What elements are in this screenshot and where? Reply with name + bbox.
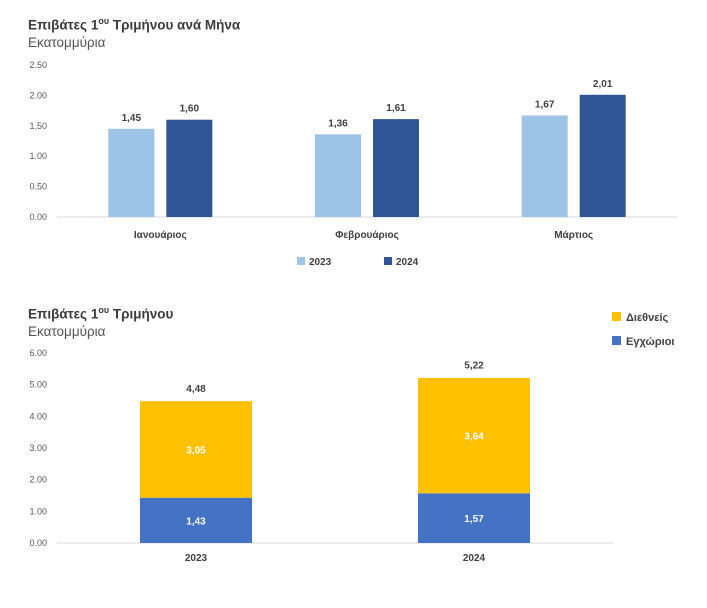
y-tick-label: 5.00 xyxy=(29,380,47,390)
legend-swatch-Διεθνείς xyxy=(612,312,621,321)
total-label: 5,22 xyxy=(464,361,484,372)
legend-label: Εγχώριοι xyxy=(626,336,675,348)
x-tick-label: 2024 xyxy=(463,553,486,564)
data-label: 1,36 xyxy=(328,118,348,129)
segment-label: 3,64 xyxy=(464,432,484,443)
y-tick-label: 1.50 xyxy=(29,121,47,131)
legend-label: Διεθνείς xyxy=(626,312,669,324)
legend-swatch-2024 xyxy=(384,257,392,265)
bar-2024-Μάρτιος xyxy=(579,94,626,217)
y-tick-label: 0.50 xyxy=(29,182,47,192)
x-tick-label: Φεβρουάριος xyxy=(335,230,399,241)
monthly-passengers-chart: 0.00 0.50 1.00 1.50 2.00 2.50 1,45 1,60 Ιανουάρι… xyxy=(29,60,677,268)
y-tick-label: 2.00 xyxy=(29,90,47,100)
bar-2023-Μάρτιος xyxy=(521,115,568,217)
chart1-title: Επιβάτες 1ου Τριμήνου ανά Μήνα xyxy=(28,16,241,33)
stack-Διεθνείς-2024 xyxy=(418,378,530,494)
y-tick-label: 2.00 xyxy=(29,475,47,485)
total-label: 4,48 xyxy=(186,384,206,395)
data-label: 1,67 xyxy=(535,99,555,110)
y-tick-label: 0.00 xyxy=(29,212,47,222)
legend-label: 2023 xyxy=(309,257,332,268)
segment-label: 3,05 xyxy=(186,445,206,456)
stack-Εγχώριοι-2024 xyxy=(418,493,530,543)
bar-2023-Ιανουάριος xyxy=(108,128,155,217)
bar-2024-Φεβρουάριος xyxy=(373,119,419,217)
y-tick-label: 4.00 xyxy=(29,411,47,421)
chart2-title: Επιβάτες 1ου Τριμήνου xyxy=(28,305,174,322)
y-tick-label: 2.50 xyxy=(29,60,47,70)
x-tick-label: Ιανουάριος xyxy=(134,230,187,241)
y-tick-label: 6.00 xyxy=(29,348,47,358)
y-tick-label: 1.00 xyxy=(29,151,47,161)
stack-Διεθνείς-2023 xyxy=(140,401,252,498)
x-tick-label: Μάρτιος xyxy=(554,230,593,241)
data-label: 1,61 xyxy=(386,103,406,114)
chart2-subtitle: Εκατομμύρια xyxy=(28,324,106,339)
legend-swatch-2023 xyxy=(297,257,305,265)
y-tick-label: 1.00 xyxy=(29,506,47,516)
data-label: 1,45 xyxy=(122,113,142,124)
bar-2023-Φεβρουάριος xyxy=(315,134,361,217)
segment-label: 1,57 xyxy=(464,514,484,525)
y-tick-label: 3.00 xyxy=(29,443,47,453)
segment-label: 1,43 xyxy=(186,516,206,527)
bar-2024-Ιανουάριος xyxy=(166,119,213,217)
data-label: 2,01 xyxy=(593,79,613,90)
y-tick-label: 0.00 xyxy=(29,538,47,548)
x-tick-label: 2023 xyxy=(185,553,208,564)
chart1-subtitle: Εκατομμύρια xyxy=(28,35,106,50)
stack-Εγχώριοι-2023 xyxy=(140,497,252,543)
data-label: 1,60 xyxy=(180,104,200,115)
legend-label: 2024 xyxy=(396,257,419,268)
legend-swatch-Εγχώριοι xyxy=(612,336,621,345)
